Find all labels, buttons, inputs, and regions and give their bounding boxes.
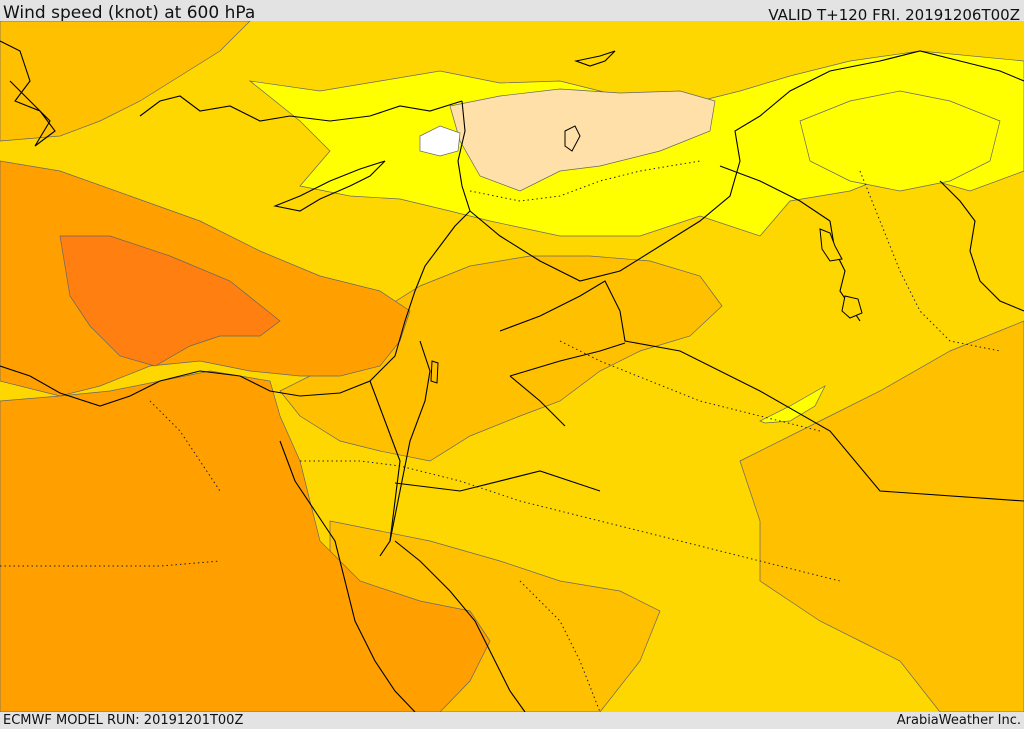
model-run-label: ECMWF MODEL RUN: 20191201T00Z xyxy=(3,713,244,728)
island-shape xyxy=(841,295,863,319)
valid-time: VALID T+120 FRI. 20191206T00Z xyxy=(768,6,1020,24)
wind-area-lowest xyxy=(419,125,461,157)
wind-area-very-low xyxy=(449,88,716,192)
chart-title: Wind speed (knot) at 600 hPa xyxy=(3,3,256,23)
wind-area-high-africa xyxy=(0,370,491,712)
wind-speed-map[interactable] xyxy=(0,21,1024,712)
wind-area-low-east xyxy=(799,90,1001,192)
wind-area-very-high xyxy=(59,235,281,367)
wind-area-mid-east xyxy=(739,320,1024,712)
wind-area-low-gulf xyxy=(759,385,826,424)
island-shape-2 xyxy=(819,228,843,262)
wind-area-mid-north xyxy=(0,21,251,142)
dead-sea xyxy=(430,360,439,384)
country-borders xyxy=(0,160,1001,712)
lake-shape xyxy=(564,125,581,152)
coastlines xyxy=(0,40,1024,712)
credit-label: ArabiaWeather Inc. xyxy=(896,713,1021,728)
